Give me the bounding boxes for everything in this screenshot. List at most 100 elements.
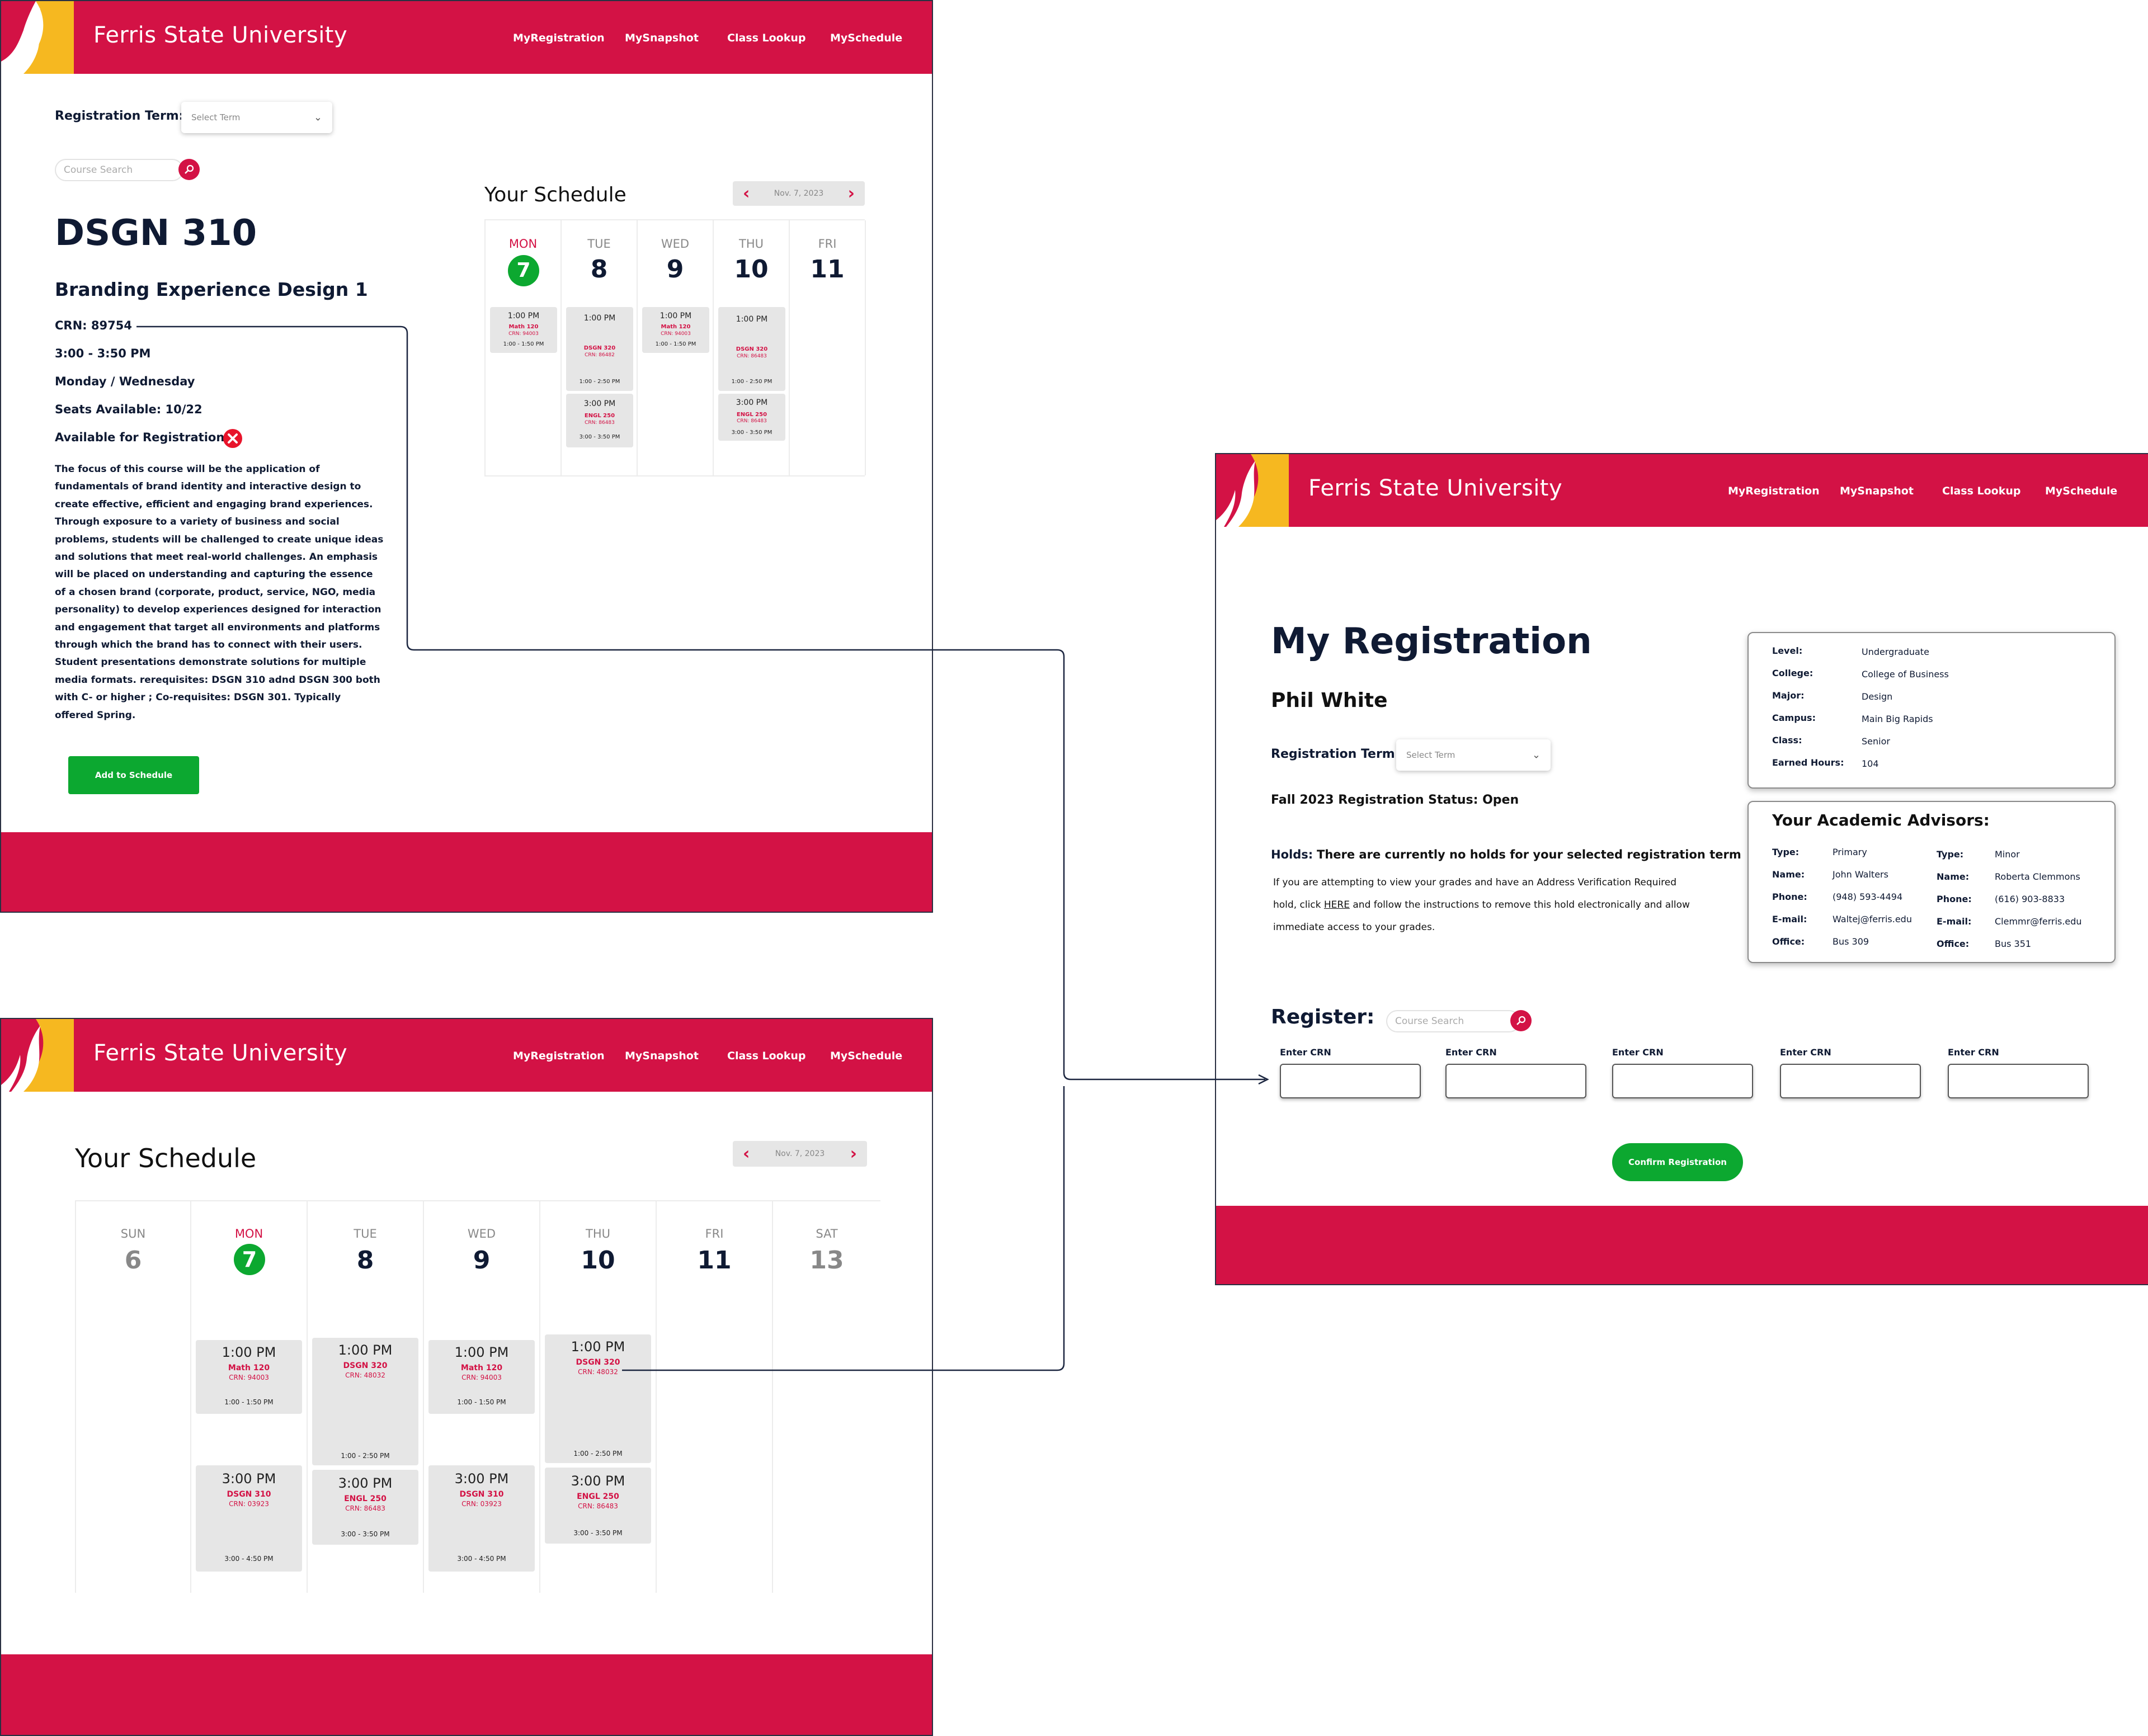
- ferris-flame-logo: [1216, 454, 1289, 527]
- advisor-email[interactable]: Waltej@ferris.edu: [1833, 914, 1912, 924]
- term-label: Registration Term:: [55, 109, 184, 123]
- event-time: 1:00 PM: [736, 315, 768, 324]
- search-icon: [185, 164, 194, 174]
- event-course: DSGN 320: [583, 345, 616, 351]
- event-course: Math 120: [661, 324, 691, 330]
- nav-myregistration[interactable]: MyRegistration: [513, 1050, 605, 1062]
- event-card[interactable]: 1:00 PM DSGN 320 CRN: 86482 1:00 - 2:50 …: [566, 307, 633, 391]
- desc-line: will be placed on understanding and capt…: [55, 569, 373, 581]
- site-footer: [1, 832, 932, 912]
- crn-input[interactable]: [1280, 1064, 1421, 1098]
- course-detail-frame: Ferris State University MyRegistration M…: [0, 0, 933, 913]
- event-card[interactable]: 1:00 PM Math 120 CRN: 94003 1:00 - 1:50 …: [642, 307, 709, 353]
- advisor-label: Type:: [1772, 847, 1800, 857]
- day-column-mon: MON 7 1:00 PM Math 120 CRN: 94003 1:00 -…: [486, 220, 562, 475]
- schedule-title: Your Schedule: [484, 183, 626, 206]
- advisor-email[interactable]: Clemmr@ferris.edu: [1995, 916, 2082, 927]
- event-card[interactable]: 3:00 PM ENGL 250 CRN: 86483 3:00 - 3:50 …: [312, 1470, 418, 1545]
- nav-myregistration[interactable]: MyRegistration: [1728, 485, 1820, 497]
- event-range: 1:00 - 1:50 PM: [224, 1398, 274, 1406]
- event-card[interactable]: 1:00 PM Math 120 CRN: 94003 1:00 - 1:50 …: [490, 307, 557, 353]
- desc-line: problems, students will be challenged to…: [55, 534, 384, 545]
- event-time: 1:00 PM: [583, 314, 616, 323]
- brand-name[interactable]: Ferris State University: [93, 22, 348, 48]
- nav-class-lookup[interactable]: Class Lookup: [727, 32, 806, 44]
- site-header: Ferris State University MyRegistration M…: [1, 1, 932, 74]
- nav-mysnapshot[interactable]: MySnapshot: [625, 1050, 699, 1062]
- nav-myschedule[interactable]: MySchedule: [830, 32, 903, 44]
- event-crn: CRN: 86483: [737, 353, 767, 359]
- course-crn: CRN: 89754: [55, 319, 132, 332]
- nav-mysnapshot[interactable]: MySnapshot: [625, 32, 699, 44]
- confirm-registration-button[interactable]: Confirm Registration: [1612, 1143, 1743, 1181]
- day-column-tue: TUE 8 1:00 PM DSGN 320 CRN: 48032 1:00 -…: [308, 1201, 424, 1593]
- event-range: 1:00 - 2:50 PM: [341, 1452, 390, 1460]
- term-select[interactable]: Select Term ⌄: [1396, 739, 1551, 771]
- brand-name[interactable]: Ferris State University: [1308, 475, 1563, 501]
- prev-week-arrow[interactable]: ‹: [743, 1144, 750, 1164]
- event-card[interactable]: 1:00 PM Math 120 CRN: 94003 1:00 - 1:50 …: [428, 1340, 535, 1414]
- nav-mysnapshot[interactable]: MySnapshot: [1840, 485, 1914, 497]
- unavailable-x-icon: [223, 429, 242, 448]
- next-week-arrow[interactable]: ›: [850, 1144, 857, 1164]
- profile-value: College of Business: [1862, 669, 1949, 680]
- event-range: 1:00 - 1:50 PM: [655, 341, 696, 347]
- add-to-schedule-button[interactable]: Add to Schedule: [68, 756, 199, 794]
- event-card[interactable]: 3:00 PM ENGL 250 CRN: 86483 3:00 - 3:50 …: [545, 1468, 651, 1544]
- event-range: 3:00 - 3:50 PM: [573, 1529, 623, 1537]
- profile-value: Design: [1862, 691, 1893, 702]
- crn-input[interactable]: [1445, 1064, 1586, 1098]
- search-button[interactable]: [178, 159, 200, 180]
- mini-calendar: MON 7 1:00 PM Math 120 CRN: 94003 1:00 -…: [484, 219, 866, 477]
- search-icon: [1516, 1016, 1526, 1025]
- term-select-value: Select Term: [191, 112, 241, 122]
- event-course: ENGL 250: [577, 1492, 619, 1501]
- site-footer: [1, 1654, 932, 1735]
- event-range: 1:00 - 1:50 PM: [457, 1398, 506, 1406]
- crn-label: Enter CRN: [1445, 1047, 1497, 1058]
- student-profile-card: Level: Undergraduate College: College of…: [1747, 632, 2116, 789]
- nav-myschedule[interactable]: MySchedule: [830, 1050, 903, 1062]
- next-week-arrow[interactable]: ›: [847, 183, 855, 204]
- desc-line: and solutions that meet real-world chall…: [55, 551, 378, 563]
- event-crn: CRN: 86483: [578, 1502, 618, 1510]
- brand-name[interactable]: Ferris State University: [93, 1040, 348, 1066]
- info-line: If you are attempting to view your grade…: [1273, 877, 1676, 888]
- term-select[interactable]: Select Term ⌄: [181, 102, 332, 133]
- desc-line: media formats. rerequisites: DSGN 310 ad…: [55, 674, 380, 686]
- event-course: Math 120: [460, 1364, 503, 1372]
- nav-myschedule[interactable]: MySchedule: [2045, 485, 2118, 497]
- profile-value: Main Big Rapids: [1862, 714, 1933, 724]
- crn-input[interactable]: [1948, 1064, 2089, 1098]
- advisor-label: Name:: [1772, 869, 1805, 880]
- crn-input[interactable]: [1612, 1064, 1753, 1098]
- event-card[interactable]: 1:00 PM DSGN 320 CRN: 48032 1:00 - 2:50 …: [545, 1334, 651, 1463]
- prev-week-arrow[interactable]: ‹: [743, 183, 750, 204]
- search-button[interactable]: [1510, 1010, 1532, 1031]
- info-line-start: hold, click: [1273, 899, 1324, 911]
- event-crn: CRN: 94003: [508, 331, 539, 337]
- event-time: 3:00 PM: [222, 1471, 276, 1487]
- term-select-value: Select Term: [1406, 750, 1455, 760]
- desc-line: with C- or higher ; Co-requisites: DSGN …: [55, 692, 341, 704]
- crn-input[interactable]: [1780, 1064, 1921, 1098]
- event-card[interactable]: 3:00 PM ENGL 250 CRN: 86483 3:00 - 3:50 …: [718, 394, 785, 441]
- event-range: 3:00 - 4:50 PM: [224, 1555, 274, 1563]
- day-label: THU: [739, 237, 764, 251]
- event-card[interactable]: 3:00 PM DSGN 310 CRN: 03923 3:00 - 4:50 …: [428, 1465, 535, 1572]
- event-card[interactable]: 3:00 PM ENGL 250 CRN: 86483 3:00 - 3:50 …: [566, 394, 633, 447]
- day-number: 11: [810, 255, 845, 284]
- event-card[interactable]: 1:00 PM DSGN 320 CRN: 48032 1:00 - 2:50 …: [312, 1338, 418, 1465]
- day-column-sun: SUN 6: [75, 1201, 191, 1593]
- nav-class-lookup[interactable]: Class Lookup: [1942, 485, 2021, 497]
- search-placeholder: Course Search: [1395, 1016, 1464, 1027]
- event-card[interactable]: 1:00 PM DSGN 320 CRN: 86483 1:00 - 2:50 …: [718, 307, 785, 391]
- here-link[interactable]: HERE: [1323, 899, 1350, 911]
- nav-myregistration[interactable]: MyRegistration: [513, 32, 605, 44]
- event-card[interactable]: 3:00 PM DSGN 310 CRN: 03923 3:00 - 4:50 …: [196, 1465, 302, 1572]
- crn-label: Enter CRN: [1780, 1047, 1831, 1058]
- event-card[interactable]: 1:00 PM Math 120 CRN: 94003 1:00 - 1:50 …: [196, 1340, 302, 1414]
- nav-class-lookup[interactable]: Class Lookup: [727, 1050, 806, 1062]
- schedule-frame: Ferris State University MyRegistration M…: [0, 1018, 933, 1736]
